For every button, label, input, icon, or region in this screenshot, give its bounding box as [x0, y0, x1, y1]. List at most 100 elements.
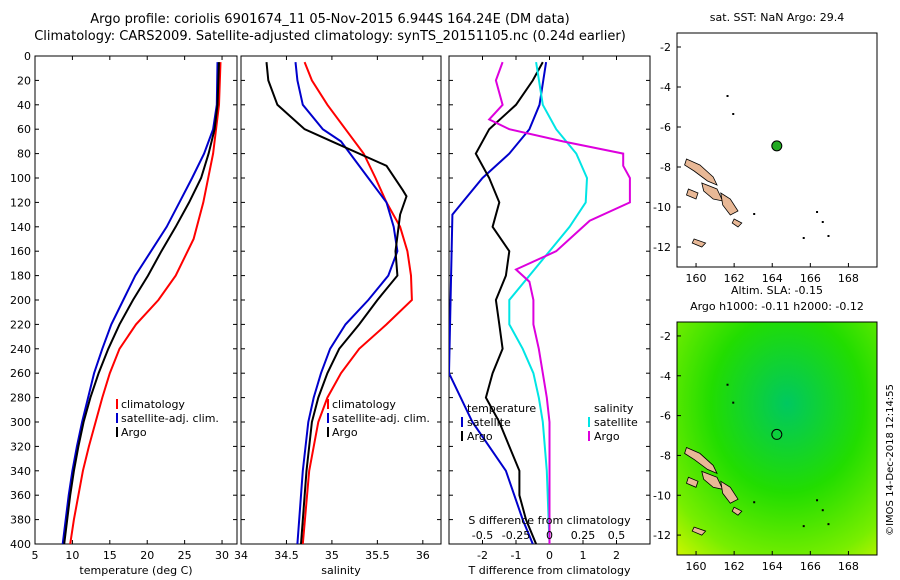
secondary-x-tick-label: -0.5 — [472, 529, 493, 542]
figure-title-line1: Argo profile: coriolis 6901674_11 05-Nov… — [90, 12, 570, 27]
map-frame — [676, 321, 878, 556]
x-tick-label: -1 — [511, 549, 522, 562]
series-line-s-satellite — [508, 61, 589, 544]
series-line-satellite-adj-clim- — [61, 62, 219, 544]
island-speck — [753, 213, 756, 215]
x-tick-label: 164 — [762, 560, 783, 573]
watermark: ©IMOS 14-Dec-2018 12:14:55 — [885, 384, 896, 536]
secondary-x-tick-label: 0 — [546, 529, 553, 542]
y-tick-label: 180 — [10, 270, 31, 283]
y-tick-label: 20 — [17, 74, 31, 87]
secondary-x-tick-label: 0.5 — [608, 529, 626, 542]
legend-label: climatology — [121, 398, 185, 411]
island-speck — [726, 383, 729, 386]
y-tick-label: 80 — [17, 148, 31, 161]
series-line-climatology — [69, 62, 222, 544]
secondary-x-tick-label: -0.25 — [502, 529, 530, 542]
legend-title-salinity: salinity — [594, 402, 634, 415]
map-title-line1: Altim. SLA: -0.15 — [731, 284, 823, 297]
island-speck — [732, 401, 735, 404]
series-line-t-satellite — [449, 61, 548, 544]
legend-label: satellite — [594, 416, 638, 429]
legend-label: satellite-adj. clim. — [121, 412, 219, 425]
island-speck — [821, 509, 824, 512]
x-tick-label: 34.5 — [274, 549, 299, 562]
island — [701, 182, 724, 202]
island — [686, 476, 699, 488]
legend-label: Argo — [594, 430, 620, 443]
island — [691, 238, 707, 248]
island — [684, 446, 718, 475]
x-tick-label: 162 — [724, 272, 745, 285]
legend-title-temperature: temperature — [467, 402, 536, 415]
figure-title-line2: Climatology: CARS2009. Satellite-adjuste… — [34, 29, 626, 44]
y-tick-label: -2 — [660, 330, 671, 343]
x-tick-label: 35 — [325, 549, 339, 562]
island — [701, 470, 724, 490]
y-tick-label: 280 — [10, 392, 31, 405]
x-axis-label: T difference from climatology — [468, 564, 631, 577]
island-speck — [816, 211, 819, 213]
y-tick-label: -12 — [653, 529, 671, 542]
y-tick-label: -6 — [660, 121, 671, 134]
x-tick-label: 5 — [32, 549, 39, 562]
x-tick-label: 164 — [762, 272, 783, 285]
y-tick-label: 40 — [17, 99, 31, 112]
x-tick-label: 25 — [178, 549, 192, 562]
panel-differences: -2 -1 0 1 2 T difference from climatology temp… — [448, 55, 651, 577]
island-speck — [827, 523, 830, 526]
x-tick-label: 168 — [838, 560, 859, 573]
y-tick-label: -4 — [660, 370, 671, 383]
x-tick-label: 168 — [838, 272, 859, 285]
island-speck — [821, 221, 824, 223]
legend-label: climatology — [332, 398, 396, 411]
series-line-t-argo — [474, 61, 544, 544]
legend-label: Argo — [121, 426, 147, 439]
series-line-satellite-adj-clim- — [294, 61, 399, 544]
y-tick-label: 100 — [10, 172, 31, 185]
x-tick-label: 160 — [686, 560, 707, 573]
y-tick-label: 240 — [10, 343, 31, 356]
y-tick-label: -4 — [660, 81, 671, 94]
x-tick-label: 1 — [580, 549, 587, 562]
x-tick-label: 30 — [215, 549, 229, 562]
series-line-s-argo — [487, 61, 631, 544]
x-tick-label: -2 — [477, 549, 488, 562]
x-tick-label: 15 — [103, 549, 117, 562]
island-speck — [827, 235, 830, 237]
x-tick-label: 2 — [613, 549, 620, 562]
y-tick-label: 360 — [10, 489, 31, 502]
y-tick-label: -2 — [660, 41, 671, 54]
x-tick-label: 166 — [800, 560, 821, 573]
island-speck — [816, 499, 819, 502]
island — [731, 506, 743, 516]
y-tick-label: 300 — [10, 416, 31, 429]
y-tick-label: 260 — [10, 367, 31, 380]
island — [686, 188, 699, 200]
y-tick-label: 340 — [10, 465, 31, 478]
secondary-x-axis-label: S difference from climatology — [468, 514, 631, 527]
series-line-climatology — [301, 61, 413, 544]
y-tick-label: 380 — [10, 514, 31, 527]
x-tick-label: 0 — [546, 549, 553, 562]
y-tick-label: -12 — [653, 241, 671, 254]
map-frame — [676, 32, 878, 268]
x-tick-label: 36 — [416, 549, 430, 562]
series-line-argo — [265, 62, 408, 544]
panel-salinity: 34 34.5 35 35.5 36 salinity climatologysatelli… — [234, 55, 442, 577]
sla-field — [677, 322, 877, 555]
y-tick-label: -8 — [660, 161, 671, 174]
y-tick-label: 220 — [10, 318, 31, 331]
island — [720, 192, 739, 216]
map-sst_map: 160 162 164 166 168 -2 -4 -6 -8 -10 -12 sat. SST: N… — [653, 11, 878, 285]
x-tick-label: 34 — [234, 549, 248, 562]
x-axis-label: temperature (deg C) — [79, 564, 192, 577]
panel-temperature: 0 20 40 60 80 100 120 140 160 180 200 220 240 260 280 3… — [10, 50, 238, 577]
y-tick-label: -8 — [660, 449, 671, 462]
map-title: sat. SST: NaN Argo: 29.4 — [710, 11, 844, 24]
legend-label: Argo — [332, 426, 358, 439]
x-tick-label: 166 — [800, 272, 821, 285]
y-tick-label: 320 — [10, 440, 31, 453]
